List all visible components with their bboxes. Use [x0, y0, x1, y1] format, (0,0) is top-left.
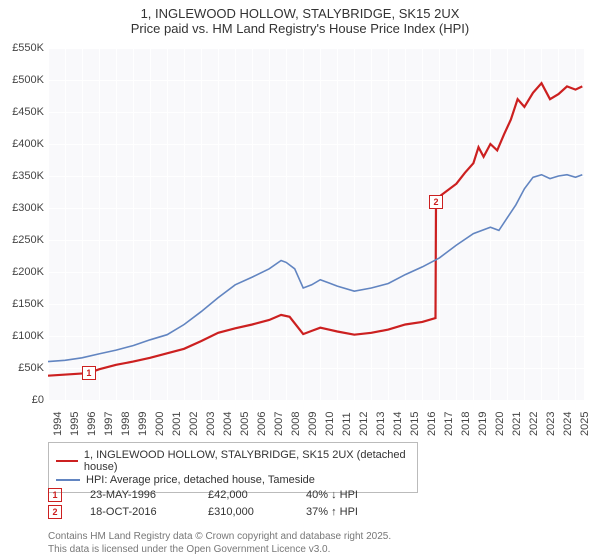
table-row: 1 23-MAY-1996 £42,000 40% ↓ HPI	[48, 488, 358, 502]
transaction-price: £42,000	[208, 489, 278, 501]
chart-lines	[48, 48, 584, 400]
x-tick-label: 2019	[477, 412, 489, 436]
x-tick-label: 1995	[69, 412, 81, 436]
x-tick-label: 1994	[52, 412, 64, 436]
x-tick-label: 2011	[341, 412, 353, 436]
x-tick-label: 2012	[358, 412, 370, 436]
x-tick-label: 2021	[511, 412, 523, 436]
transaction-date: 23-MAY-1996	[90, 489, 180, 501]
x-tick-label: 2008	[290, 412, 302, 436]
y-tick-label: £500K	[0, 74, 44, 86]
x-tick-label: 2010	[324, 412, 336, 436]
transaction-table: 1 23-MAY-1996 £42,000 40% ↓ HPI 2 18-OCT…	[48, 485, 358, 522]
y-tick-label: £200K	[0, 266, 44, 278]
transaction-delta: 40% ↓ HPI	[306, 489, 358, 501]
transaction-date: 18-OCT-2016	[90, 506, 180, 518]
attribution-line: Contains HM Land Registry data © Crown c…	[48, 531, 391, 544]
legend-label: 1, INGLEWOOD HOLLOW, STALYBRIDGE, SK15 2…	[84, 449, 410, 473]
x-tick-label: 2020	[494, 412, 506, 436]
y-tick-label: £50K	[0, 362, 44, 374]
x-tick-label: 2022	[528, 412, 540, 436]
title-line2: Price paid vs. HM Land Registry's House …	[0, 21, 600, 36]
transaction-delta: 37% ↑ HPI	[306, 506, 358, 518]
x-tick-label: 2002	[188, 412, 200, 436]
chart-area: £0£50K£100K£150K£200K£250K£300K£350K£400…	[48, 48, 584, 400]
x-tick-label: 2009	[307, 412, 319, 436]
x-tick-label: 2005	[239, 412, 251, 436]
x-tick-label: 2025	[579, 412, 591, 436]
x-tick-label: 2024	[562, 412, 574, 436]
table-row: 2 18-OCT-2016 £310,000 37% ↑ HPI	[48, 505, 358, 519]
chart-marker: 2	[429, 195, 443, 209]
y-tick-label: £400K	[0, 138, 44, 150]
y-tick-label: £100K	[0, 330, 44, 342]
title-line1: 1, INGLEWOOD HOLLOW, STALYBRIDGE, SK15 2…	[0, 6, 600, 21]
y-tick-label: £450K	[0, 106, 44, 118]
x-tick-label: 1999	[137, 412, 149, 436]
chart-marker: 1	[82, 366, 96, 380]
transaction-price: £310,000	[208, 506, 278, 518]
title-block: 1, INGLEWOOD HOLLOW, STALYBRIDGE, SK15 2…	[0, 0, 600, 38]
x-tick-label: 2001	[171, 412, 183, 436]
x-tick-label: 1998	[120, 412, 132, 436]
x-tick-label: 2000	[154, 412, 166, 436]
x-tick-label: 2017	[443, 412, 455, 436]
y-tick-label: £250K	[0, 234, 44, 246]
legend-swatch	[56, 460, 78, 462]
y-tick-label: £350K	[0, 170, 44, 182]
attribution-line: This data is licensed under the Open Gov…	[48, 544, 391, 557]
chart-container: 1, INGLEWOOD HOLLOW, STALYBRIDGE, SK15 2…	[0, 0, 600, 560]
x-tick-label: 2007	[273, 412, 285, 436]
x-tick-label: 2018	[460, 412, 472, 436]
series-price_paid	[48, 83, 582, 376]
series-hpi	[48, 175, 582, 362]
x-tick-label: 2004	[222, 412, 234, 436]
row-marker: 1	[48, 488, 62, 502]
legend-swatch	[56, 479, 80, 481]
y-tick-label: £150K	[0, 298, 44, 310]
x-tick-label: 2015	[409, 412, 421, 436]
legend-item: 1, INGLEWOOD HOLLOW, STALYBRIDGE, SK15 2…	[56, 449, 410, 473]
y-tick-label: £300K	[0, 202, 44, 214]
x-tick-label: 2023	[545, 412, 557, 436]
x-tick-label: 1996	[86, 412, 98, 436]
y-tick-label: £550K	[0, 42, 44, 54]
x-tick-label: 2003	[205, 412, 217, 436]
x-tick-label: 2006	[256, 412, 268, 436]
attribution: Contains HM Land Registry data © Crown c…	[48, 531, 391, 556]
x-tick-label: 2014	[392, 412, 404, 436]
x-tick-label: 2013	[375, 412, 387, 436]
y-tick-label: £0	[0, 394, 44, 406]
x-tick-label: 2016	[426, 412, 438, 436]
x-tick-label: 1997	[103, 412, 115, 436]
row-marker: 2	[48, 505, 62, 519]
